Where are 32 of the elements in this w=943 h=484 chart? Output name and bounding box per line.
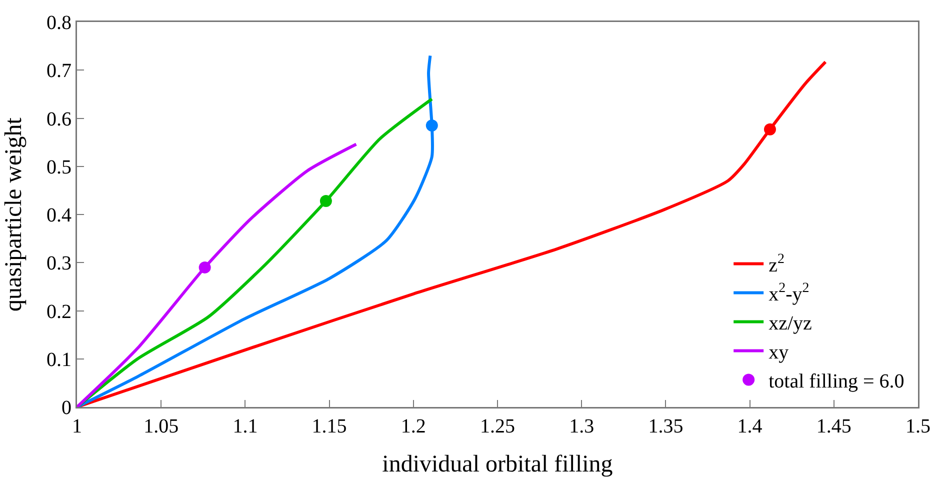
legend-label: xz/yz bbox=[768, 312, 812, 335]
y-tick-label: 0.4 bbox=[46, 204, 72, 226]
y-tick-label: 0.5 bbox=[46, 156, 72, 178]
x-tick-label: 1.25 bbox=[480, 416, 515, 438]
line-series bbox=[77, 142, 358, 407]
legend-label: x$^{2}$-y$^{2}$ bbox=[768, 281, 810, 306]
x-tick-label: 1.45 bbox=[816, 416, 852, 438]
y-tick-label: 0.6 bbox=[46, 108, 72, 130]
x-tick-label: 1.3 bbox=[569, 416, 594, 438]
x-tick-label: 1.4 bbox=[737, 416, 762, 438]
x-tick-label: 1.5 bbox=[906, 416, 930, 438]
y-tick-label: 0.2 bbox=[46, 300, 72, 323]
legend-label: xy bbox=[768, 342, 789, 364]
y-tick-label: 0.1 bbox=[46, 348, 72, 371]
legend-label: z$^{2}$ bbox=[768, 252, 784, 277]
x-tick-label: 1.35 bbox=[648, 416, 684, 438]
y-axis-title: quasiparticle weight bbox=[0, 117, 27, 312]
legend-label: total filling = 6.0 bbox=[768, 370, 904, 393]
x-tick-label: 1.15 bbox=[312, 416, 347, 438]
y-tick-label: 0.3 bbox=[46, 252, 72, 275]
point bbox=[320, 195, 332, 208]
point bbox=[198, 261, 211, 274]
x-tick-label: 1.1 bbox=[232, 416, 258, 438]
point bbox=[764, 123, 776, 136]
x-tick-label: 1.05 bbox=[144, 416, 179, 438]
x-axis-title: individual orbital filling bbox=[382, 452, 613, 478]
y-tick-label: 0.8 bbox=[46, 12, 72, 34]
y-tick-label: 0 bbox=[62, 397, 72, 419]
x-tick-label: 1.2 bbox=[400, 416, 426, 438]
point bbox=[426, 119, 438, 132]
y-tick-label: 0.7 bbox=[46, 60, 72, 82]
x-tick-label: 1 bbox=[72, 416, 82, 438]
